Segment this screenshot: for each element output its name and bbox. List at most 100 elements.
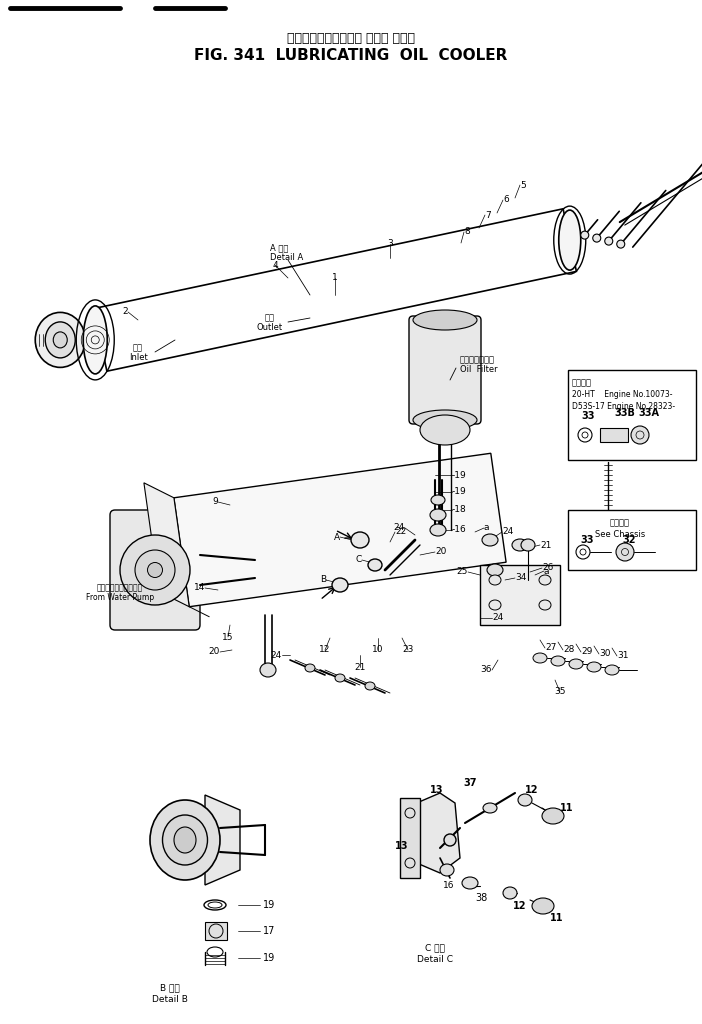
Text: 出口: 出口 xyxy=(265,313,275,323)
Text: 5: 5 xyxy=(520,180,526,189)
Text: 3: 3 xyxy=(387,240,393,249)
Ellipse shape xyxy=(444,834,456,846)
Bar xyxy=(205,922,227,940)
Text: 21: 21 xyxy=(355,663,366,672)
Ellipse shape xyxy=(489,575,501,585)
Ellipse shape xyxy=(578,428,592,442)
Ellipse shape xyxy=(462,877,478,889)
Text: 13: 13 xyxy=(430,785,444,795)
Text: Detail C: Detail C xyxy=(417,955,453,965)
Ellipse shape xyxy=(489,600,501,610)
Bar xyxy=(568,370,696,460)
Text: ルーブリケーティング オイル クーラ: ルーブリケーティング オイル クーラ xyxy=(287,32,415,44)
Text: A: A xyxy=(334,532,340,542)
Ellipse shape xyxy=(120,535,190,605)
Text: 17: 17 xyxy=(263,926,275,936)
Ellipse shape xyxy=(542,808,564,824)
Ellipse shape xyxy=(150,800,220,880)
Ellipse shape xyxy=(569,659,583,669)
Ellipse shape xyxy=(616,543,634,561)
Text: 23: 23 xyxy=(402,645,413,654)
Ellipse shape xyxy=(440,864,454,876)
Text: 38: 38 xyxy=(475,893,487,903)
Ellipse shape xyxy=(135,550,175,590)
Text: C: C xyxy=(356,555,362,564)
Text: 25: 25 xyxy=(456,567,468,577)
Text: A 詳細: A 詳細 xyxy=(270,244,289,253)
Text: 33: 33 xyxy=(580,535,593,545)
Text: 11: 11 xyxy=(560,803,574,813)
Ellipse shape xyxy=(260,663,276,677)
Polygon shape xyxy=(93,209,576,371)
Ellipse shape xyxy=(487,564,503,575)
Text: 車体参照: 車体参照 xyxy=(610,518,630,527)
Ellipse shape xyxy=(332,578,348,592)
Ellipse shape xyxy=(305,664,315,672)
Ellipse shape xyxy=(521,539,535,551)
Ellipse shape xyxy=(430,509,446,521)
Text: 35: 35 xyxy=(555,687,566,696)
Text: -16: -16 xyxy=(452,525,467,535)
Text: 入口: 入口 xyxy=(133,343,143,352)
Text: B 詳細: B 詳細 xyxy=(160,983,180,992)
Bar xyxy=(568,510,696,570)
Ellipse shape xyxy=(84,306,107,374)
Text: 37: 37 xyxy=(463,778,477,788)
FancyBboxPatch shape xyxy=(409,316,481,424)
Text: Oil  Filter: Oil Filter xyxy=(460,366,498,375)
Text: 2: 2 xyxy=(122,307,128,316)
Text: Detail A: Detail A xyxy=(270,254,303,262)
Ellipse shape xyxy=(365,682,375,690)
Ellipse shape xyxy=(581,231,589,239)
Text: 9: 9 xyxy=(212,498,218,507)
Text: 6: 6 xyxy=(503,196,509,205)
Text: 24: 24 xyxy=(394,523,405,532)
Ellipse shape xyxy=(592,234,601,242)
Text: 24: 24 xyxy=(271,650,282,659)
Ellipse shape xyxy=(605,665,619,675)
Text: 21: 21 xyxy=(540,541,551,550)
Text: B: B xyxy=(320,575,326,585)
Text: 32: 32 xyxy=(622,535,635,545)
Ellipse shape xyxy=(45,322,75,358)
Text: 12: 12 xyxy=(525,785,538,795)
Ellipse shape xyxy=(162,815,208,865)
Ellipse shape xyxy=(617,240,625,248)
Ellipse shape xyxy=(551,656,565,666)
Ellipse shape xyxy=(368,559,382,571)
Text: 33: 33 xyxy=(581,411,595,421)
Text: 20-HT    Engine No.10073-: 20-HT Engine No.10073- xyxy=(572,390,673,399)
Ellipse shape xyxy=(539,600,551,610)
Ellipse shape xyxy=(53,332,67,348)
Text: 16: 16 xyxy=(443,882,454,891)
Text: 26: 26 xyxy=(542,563,553,572)
Text: 20: 20 xyxy=(435,548,446,556)
Text: 22: 22 xyxy=(395,527,406,537)
Text: 30: 30 xyxy=(599,649,611,658)
Text: 12: 12 xyxy=(513,901,526,911)
Ellipse shape xyxy=(587,662,601,672)
Text: 33A: 33A xyxy=(638,408,659,418)
Ellipse shape xyxy=(631,426,649,444)
Ellipse shape xyxy=(503,887,517,899)
Ellipse shape xyxy=(208,902,222,908)
Text: a: a xyxy=(484,523,489,532)
Text: D53S-17 Engine No.28323-: D53S-17 Engine No.28323- xyxy=(572,402,675,411)
Polygon shape xyxy=(144,482,190,607)
Text: 7: 7 xyxy=(485,211,491,219)
Ellipse shape xyxy=(430,524,446,536)
Text: 27: 27 xyxy=(545,643,557,652)
Text: 13: 13 xyxy=(395,841,409,851)
Ellipse shape xyxy=(413,410,477,430)
Polygon shape xyxy=(205,795,240,885)
Ellipse shape xyxy=(533,653,547,663)
Text: -18: -18 xyxy=(452,506,467,514)
Text: Inlet: Inlet xyxy=(128,353,147,362)
Text: 適用車種: 適用車種 xyxy=(572,378,592,387)
Text: 34: 34 xyxy=(515,573,526,583)
Polygon shape xyxy=(174,454,506,607)
Ellipse shape xyxy=(559,210,581,270)
Ellipse shape xyxy=(483,803,497,813)
Polygon shape xyxy=(405,793,460,873)
Text: 4: 4 xyxy=(272,260,278,269)
